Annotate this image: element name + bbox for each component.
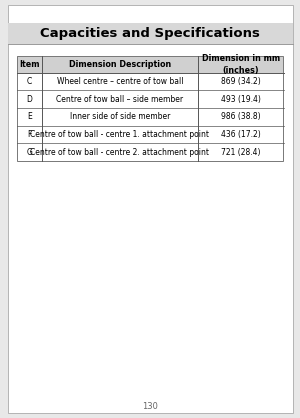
Text: 130: 130: [142, 402, 158, 411]
Text: Centre of tow ball - centre 1. attachment point: Centre of tow ball - centre 1. attachmen…: [31, 130, 209, 139]
Text: 869 (34.2): 869 (34.2): [221, 77, 261, 86]
Text: Item: Item: [19, 60, 39, 69]
Text: Dimension in mm
(inches): Dimension in mm (inches): [202, 54, 280, 74]
Text: Capacities and Specifications: Capacities and Specifications: [40, 27, 260, 40]
Text: 986 (38.8): 986 (38.8): [221, 112, 261, 121]
Text: Centre of tow ball – side member: Centre of tow ball – side member: [56, 94, 184, 104]
Bar: [8, 23, 292, 44]
Text: 436 (17.2): 436 (17.2): [221, 130, 261, 139]
Text: D: D: [26, 94, 32, 104]
Text: Centre of tow ball - centre 2. attachment point: Centre of tow ball - centre 2. attachmen…: [31, 148, 209, 157]
Text: Wheel centre – centre of tow ball: Wheel centre – centre of tow ball: [57, 77, 183, 86]
Text: E: E: [27, 112, 32, 121]
Bar: [16, 56, 283, 73]
Text: Inner side of side member: Inner side of side member: [70, 112, 170, 121]
Text: G: G: [26, 148, 32, 157]
Text: C: C: [27, 77, 32, 86]
Text: F: F: [27, 130, 32, 139]
Bar: [16, 56, 283, 161]
Text: Dimension Description: Dimension Description: [69, 60, 171, 69]
Text: 493 (19.4): 493 (19.4): [221, 94, 261, 104]
Text: 721 (28.4): 721 (28.4): [221, 148, 260, 157]
